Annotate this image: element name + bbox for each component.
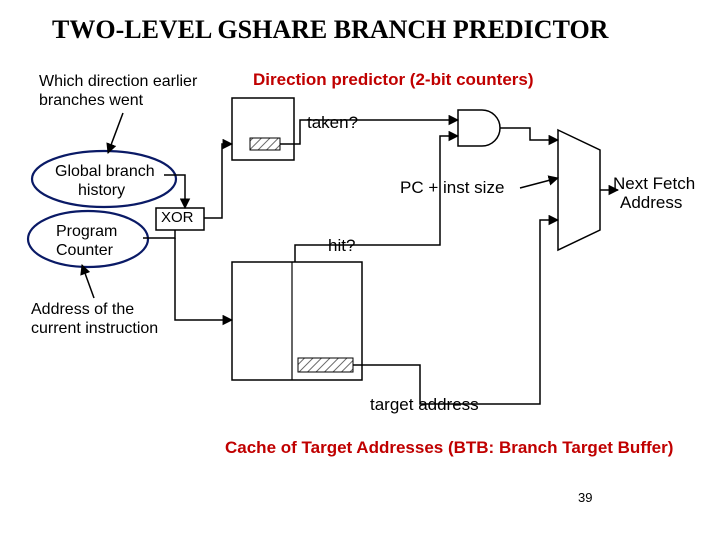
wire-xor-pred bbox=[204, 144, 232, 218]
wire-target-mux bbox=[353, 220, 558, 404]
diagram-canvas: TWO-LEVEL GSHARE BRANCH PREDICTOR bbox=[0, 0, 720, 540]
label-next-fetch-2: Address bbox=[620, 193, 682, 213]
wire-and-mux bbox=[500, 128, 558, 140]
label-target-address: target address bbox=[370, 395, 479, 415]
label-pc-inst: PC + inst size bbox=[400, 178, 504, 198]
label-which-dir-1: Which direction earlier bbox=[39, 72, 197, 91]
label-addr-cur-1: Address of the bbox=[31, 300, 134, 319]
arrow-addr-cur bbox=[82, 265, 94, 298]
label-hit: hit? bbox=[328, 236, 355, 256]
label-next-fetch-1: Next Fetch bbox=[613, 174, 695, 194]
label-counter: Counter bbox=[56, 241, 113, 260]
label-addr-cur-2: current instruction bbox=[31, 319, 158, 338]
label-global-1: Global branch bbox=[55, 162, 155, 181]
wire-pcinst-mux bbox=[520, 178, 558, 188]
wire-hit-and bbox=[295, 136, 458, 262]
label-which-dir-2: branches went bbox=[39, 91, 143, 110]
label-program: Program bbox=[56, 222, 117, 241]
label-cache-btb: Cache of Target Addresses (BTB: Branch T… bbox=[225, 438, 673, 458]
label-direction-predictor: Direction predictor (2-bit counters) bbox=[253, 70, 534, 90]
label-xor: XOR bbox=[161, 209, 194, 227]
predictor-entry bbox=[250, 138, 280, 150]
page-number: 39 bbox=[578, 490, 592, 506]
btb-entry bbox=[298, 358, 353, 372]
mux bbox=[558, 130, 600, 250]
predictor-table bbox=[232, 98, 294, 160]
wire-pc-btb bbox=[175, 238, 232, 320]
arrow-which-dir bbox=[108, 113, 123, 153]
and-gate bbox=[458, 110, 500, 146]
label-global-2: history bbox=[78, 181, 125, 200]
label-taken: taken? bbox=[307, 113, 358, 133]
